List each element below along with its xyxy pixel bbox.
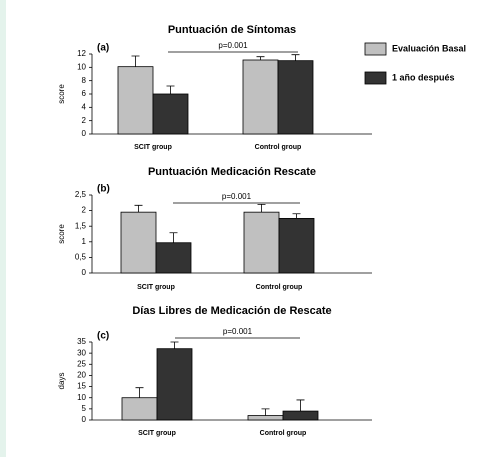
- y-tick-label: 12: [77, 49, 86, 58]
- bar: [278, 217, 315, 274]
- y-tick-label: 20: [77, 371, 86, 380]
- legend-swatch: [364, 42, 387, 56]
- error-bar: [256, 56, 265, 60]
- panel-label: (b): [97, 184, 110, 195]
- error-bar: [292, 213, 301, 219]
- chart-title: Días Libres de Medicación de Rescate: [132, 305, 331, 317]
- annotation: p=0.001: [223, 327, 253, 336]
- y-tick-label: 0: [82, 129, 87, 138]
- error-bar: [291, 54, 300, 61]
- y-tick-label: 6: [82, 89, 87, 98]
- bar: [120, 211, 157, 274]
- y-tick-label: 35: [77, 337, 86, 346]
- y-tick-label: 4: [82, 102, 87, 111]
- error-bar: [170, 341, 179, 349]
- annotation: p=0.001: [222, 192, 252, 201]
- bar: [152, 93, 189, 135]
- bar: [117, 66, 154, 135]
- y-tick-label: 1: [82, 237, 87, 246]
- bar: [247, 415, 284, 421]
- y-axis-label: score: [57, 224, 66, 244]
- y-tick-label: 8: [82, 76, 87, 85]
- x-tick-label: SCIT group: [137, 284, 175, 291]
- y-axis-label: days: [57, 373, 66, 390]
- x-tick-label: Control group: [260, 430, 307, 437]
- y-tick-label: 2: [82, 206, 87, 215]
- error-bar: [169, 232, 178, 243]
- y-tick-label: 15: [77, 382, 86, 391]
- x-tick-label: Control group: [255, 144, 302, 151]
- chart-title: Puntuación de Síntomas: [168, 24, 296, 36]
- y-axis-label: score: [57, 84, 66, 104]
- y-tick-label: 10: [77, 62, 86, 71]
- y-tick-label: 0: [82, 415, 87, 424]
- error-bar: [261, 408, 270, 416]
- bar: [156, 348, 193, 421]
- legend-label: 1 año después: [392, 72, 455, 82]
- x-tick-label: SCIT group: [134, 144, 172, 151]
- bar: [277, 60, 314, 135]
- y-tick-label: 0,5: [75, 253, 87, 262]
- y-tick-label: 25: [77, 359, 86, 368]
- legend-swatch: [364, 71, 387, 85]
- y-tick-label: 10: [77, 393, 86, 402]
- error-bar: [134, 204, 143, 213]
- x-tick-label: Control group: [256, 284, 303, 291]
- bar: [155, 242, 192, 274]
- y-tick-label: 0: [82, 268, 87, 277]
- chart-title: Puntuación Medicación Rescate: [148, 166, 316, 178]
- bar: [242, 59, 279, 135]
- page-edge: [0, 0, 6, 457]
- y-tick-label: 1,5: [75, 221, 87, 230]
- y-tick-label: 2: [82, 116, 87, 125]
- error-bar: [166, 85, 175, 94]
- bar: [243, 211, 280, 274]
- legend-label: Evaluación Basal: [392, 43, 466, 53]
- panel-label: (c): [97, 331, 109, 342]
- y-tick-label: 30: [77, 348, 86, 357]
- annotation: p=0.001: [218, 41, 248, 50]
- x-tick-label: SCIT group: [138, 430, 176, 437]
- error-bar: [257, 203, 266, 213]
- bar: [282, 410, 319, 421]
- error-bar: [131, 55, 140, 67]
- y-tick-label: 5: [82, 404, 87, 413]
- error-bar: [296, 399, 305, 412]
- error-bar: [135, 387, 144, 398]
- panel-label: (a): [97, 43, 109, 54]
- bar: [121, 397, 158, 421]
- y-tick-label: 2,5: [75, 190, 87, 199]
